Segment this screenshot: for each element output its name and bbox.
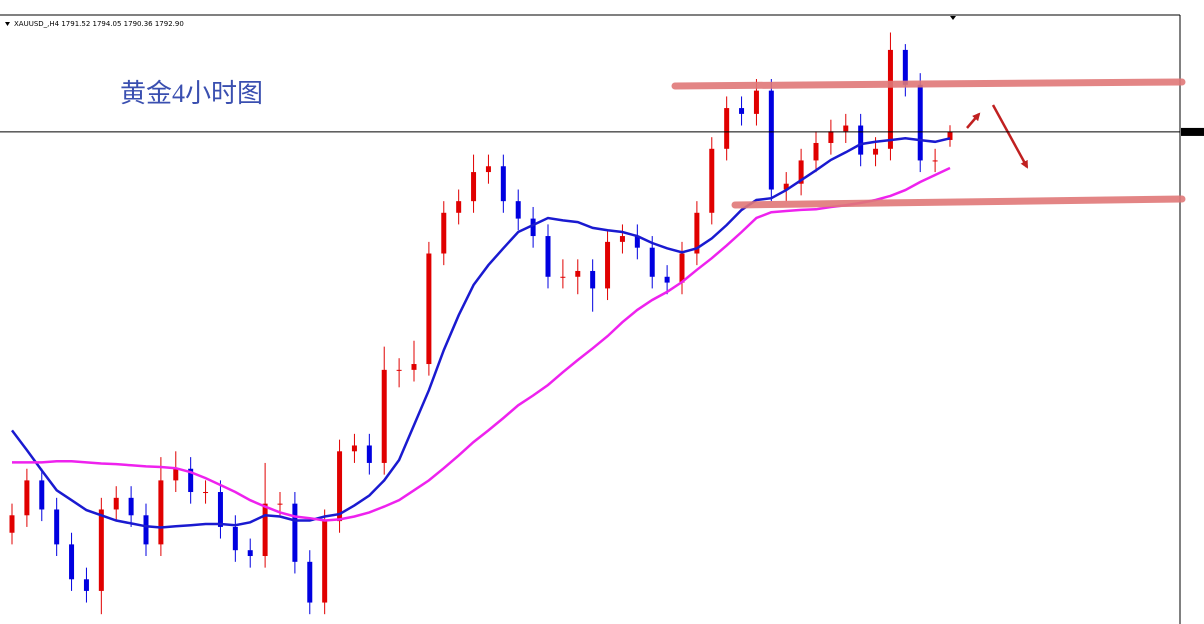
candle-body xyxy=(128,497,134,516)
candle-body xyxy=(873,148,879,155)
price-tag xyxy=(1181,127,1204,136)
menu-arrow xyxy=(5,22,10,26)
candle-body xyxy=(39,480,45,510)
candle-body xyxy=(113,497,119,510)
candle-body xyxy=(649,247,655,277)
candle-body xyxy=(947,131,953,140)
candle-body xyxy=(456,201,462,213)
candle-body xyxy=(515,201,521,219)
candle-body xyxy=(605,241,611,289)
chart-title: 黄金4小时图 xyxy=(120,79,263,108)
candle-body xyxy=(292,503,298,562)
candle-body xyxy=(426,253,432,365)
candle-body xyxy=(709,148,715,213)
candle-body xyxy=(560,276,566,278)
candle-body xyxy=(500,166,506,202)
moving-average xyxy=(12,166,951,522)
candle-body xyxy=(902,49,908,85)
moving-average xyxy=(11,137,951,529)
candle-body xyxy=(83,579,89,591)
candle-body xyxy=(54,509,60,545)
candle-body xyxy=(739,108,745,114)
candle-body xyxy=(634,236,640,248)
candle-body xyxy=(753,90,759,114)
candle-body xyxy=(917,84,923,161)
candle-body xyxy=(232,526,238,551)
candle-body xyxy=(485,166,491,173)
candle-body xyxy=(545,236,551,277)
candle-body xyxy=(396,369,402,371)
candle-body xyxy=(307,561,313,603)
candle-body xyxy=(381,369,387,463)
candle-body xyxy=(262,503,268,557)
candle-body xyxy=(322,521,328,603)
candle-body xyxy=(768,90,774,190)
candle-body xyxy=(9,515,15,533)
candle-body xyxy=(158,480,164,545)
candle-body xyxy=(887,49,893,149)
plot xyxy=(9,32,953,615)
candle-body xyxy=(858,125,864,155)
candle-body xyxy=(471,172,477,202)
up-arrow xyxy=(966,112,981,129)
candle-body xyxy=(24,480,30,516)
candle-body xyxy=(277,503,283,505)
candle-body xyxy=(530,218,536,237)
candle-body xyxy=(366,445,372,463)
candle-body xyxy=(590,270,596,289)
candle-body xyxy=(798,160,804,184)
candle-body xyxy=(69,544,75,580)
candle-body xyxy=(98,509,104,591)
down-arrow xyxy=(991,104,1029,169)
candle-body xyxy=(351,445,357,452)
symbol-header: XAUUSD_,H4 1791.52 1794.05 1790.36 1792.… xyxy=(14,20,184,28)
candle-body xyxy=(575,270,581,277)
candle-body xyxy=(441,212,447,254)
candle-body xyxy=(694,212,700,254)
candle-body xyxy=(143,515,149,545)
candle-body xyxy=(217,492,223,527)
shift-marker xyxy=(950,16,956,20)
candle-body xyxy=(411,364,417,370)
candle-body xyxy=(188,468,194,493)
candle-body xyxy=(828,131,834,143)
resistance-band xyxy=(671,78,1186,90)
candle-body xyxy=(843,125,849,132)
candle-body xyxy=(783,183,789,190)
support-band xyxy=(731,195,1186,209)
candle-body xyxy=(247,550,253,557)
candle-body xyxy=(664,276,670,283)
candle-body xyxy=(619,236,625,242)
candle-body xyxy=(679,253,685,283)
candle-body xyxy=(203,492,209,494)
candle-body xyxy=(724,108,730,149)
candle-body xyxy=(932,160,938,162)
candle-body xyxy=(173,468,179,481)
candle-body xyxy=(337,451,343,522)
candle-body xyxy=(813,142,819,161)
